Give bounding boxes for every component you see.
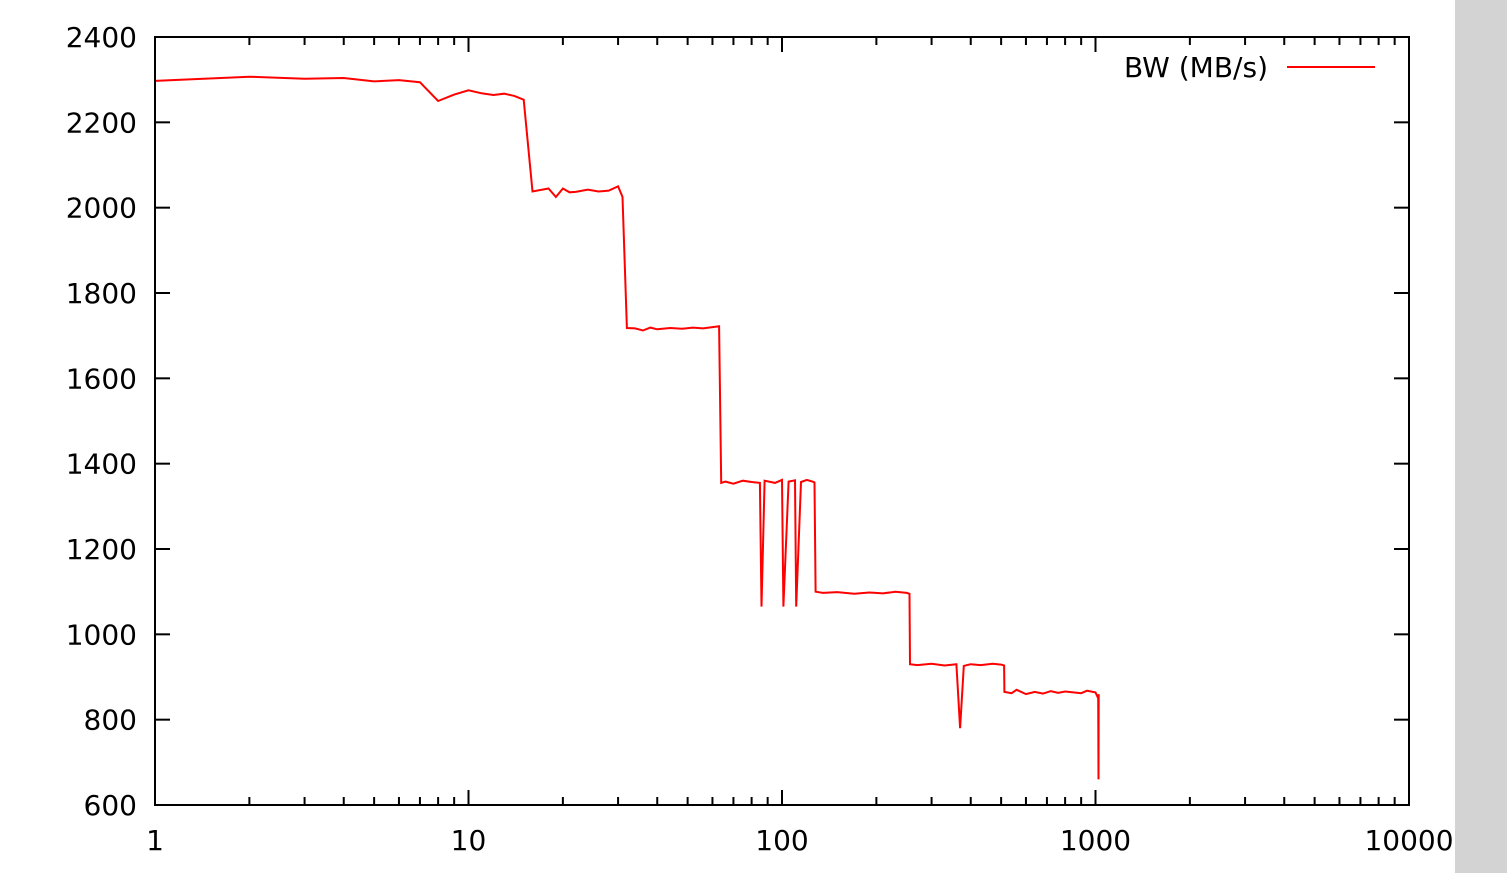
- y-tick-label: 1000: [66, 618, 137, 651]
- y-axis-labels: 600 800 1000 1200 1400 1600 1800 2000 2200 2400: [66, 21, 137, 822]
- y-tick-label: 1400: [66, 448, 137, 481]
- x-axis-labels: 1 10 100 1000 10000: [146, 824, 1453, 857]
- y-tick-label: 1600: [66, 362, 137, 395]
- x-tick-label: 1000: [1060, 824, 1131, 857]
- x-tick-label: 1: [146, 824, 164, 857]
- series-line: [154, 75, 1100, 780]
- y-tick-label: 2400: [66, 21, 137, 54]
- legend: BW (MB/s): [1124, 51, 1375, 84]
- side-panel-strip: [1455, 0, 1507, 873]
- plot-frame: [154, 36, 1410, 806]
- y-tick-label: 2000: [66, 192, 137, 225]
- x-tick-label: 10000: [1364, 824, 1453, 857]
- axis-ticks: [154, 36, 1410, 806]
- y-tick-label: 800: [84, 704, 137, 737]
- legend-label: BW (MB/s): [1124, 51, 1268, 84]
- y-tick-label: 600: [84, 789, 137, 822]
- series-lines: [154, 75, 1100, 780]
- x-tick-label: 100: [755, 824, 808, 857]
- y-tick-label: 2200: [66, 106, 137, 139]
- x-tick-label: 10: [451, 824, 487, 857]
- y-tick-label: 1800: [66, 277, 137, 310]
- y-tick-label: 1200: [66, 533, 137, 566]
